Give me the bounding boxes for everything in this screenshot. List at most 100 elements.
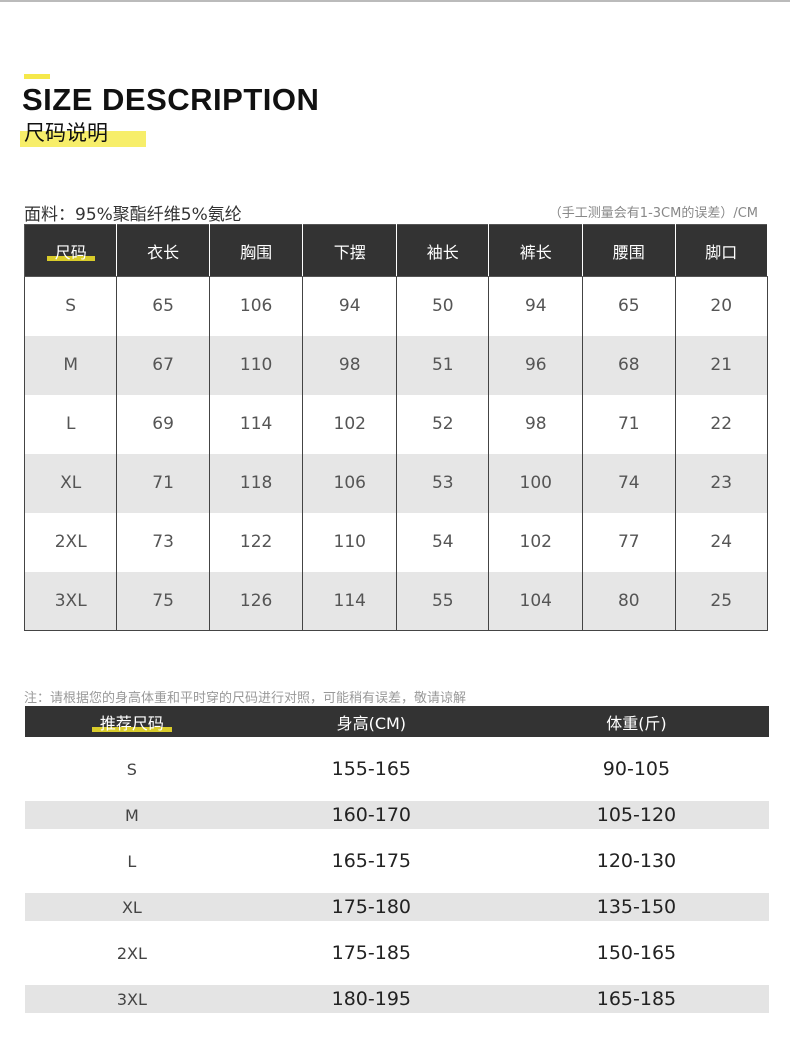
header-highlight: 尺码	[46, 239, 95, 263]
table-cell: 118	[208, 453, 303, 513]
table-cell: 80	[582, 571, 675, 631]
table-cell: 106	[302, 453, 397, 513]
top-divider	[0, 0, 790, 2]
title-cn: 尺码说明	[24, 121, 108, 145]
table-cell: 3XL	[23, 571, 117, 631]
table-row: XL 71 118 106 53 100 74 23	[23, 453, 768, 513]
column-header: 下摆	[302, 224, 398, 277]
table-row: S 65 106 94 50 94 65 20	[23, 276, 768, 336]
table-cell: 69	[116, 394, 210, 454]
table-cell: 52	[396, 394, 489, 454]
table-cell: 75	[116, 571, 210, 631]
table-cell: 71	[116, 453, 210, 513]
table-cell: 74	[582, 453, 675, 513]
table-cell: 94	[302, 276, 397, 336]
table-cell: 2XL	[23, 512, 117, 572]
column-header: 脚口	[674, 224, 768, 277]
table-row: S 155-165 90-105	[25, 737, 769, 801]
table-cell: 122	[208, 512, 303, 572]
table-row: 2XL 73 122 110 54 102 77 24	[23, 512, 768, 572]
table-cell: 23	[674, 453, 768, 513]
table-cell: 3XL	[25, 985, 239, 1013]
table-cell: 25	[674, 571, 768, 631]
header-label: 推荐尺码	[99, 713, 164, 733]
table-row: L 69 114 102 52 98 71 22	[23, 394, 768, 454]
table-row: 2XL 175-185 150-165	[25, 921, 769, 985]
table-cell: 160-170	[238, 801, 504, 829]
column-header: 尺码	[23, 224, 118, 277]
table-cell: L	[23, 394, 117, 454]
table-cell: S	[126, 759, 137, 779]
table-cell: 65	[116, 276, 210, 336]
table-cell: 54	[396, 512, 489, 572]
table-cell: 165-185	[503, 985, 769, 1013]
measure-note: （手工测量会有1-3CM的误差）/CM	[548, 206, 758, 221]
table-cell: 2XL	[116, 943, 147, 963]
column-header: 胸围	[208, 224, 304, 277]
table-cell: 135-150	[503, 893, 769, 921]
table-cell: 90-105	[602, 758, 671, 780]
column-header: 体重(斤)	[503, 706, 769, 737]
table-cell: 114	[208, 394, 303, 454]
table-cell: 105-120	[503, 801, 769, 829]
table-cell: 22	[674, 394, 768, 454]
table-cell: 65	[582, 276, 675, 336]
recommend-note: 注：请根据您的身高体重和平时穿的尺码进行对照，可能稍有误差，敬请谅解	[24, 691, 467, 706]
header-label: 尺码	[54, 242, 87, 262]
table-row: L 165-175 120-130	[25, 829, 769, 893]
table-cell: 96	[488, 335, 583, 395]
table-cell: 77	[582, 512, 675, 572]
table-cell: 120-130	[596, 850, 677, 872]
table-cell: 71	[582, 394, 675, 454]
column-header: 身高(CM)	[238, 706, 504, 737]
table-cell: 126	[208, 571, 303, 631]
header-highlight: 推荐尺码	[91, 710, 172, 734]
table-cell: 175-180	[238, 893, 504, 921]
table-cell: XL	[25, 893, 239, 921]
table-cell: 20	[674, 276, 768, 336]
table-cell: 102	[488, 512, 583, 572]
table-cell: 114	[302, 571, 397, 631]
table-cell: 51	[396, 335, 489, 395]
column-header: 裤长	[488, 224, 584, 277]
accent-bar	[24, 74, 50, 79]
table-cell: 165-175	[331, 850, 412, 872]
table-cell: 50	[396, 276, 489, 336]
table-row: 3XL 180-195 165-185	[25, 985, 769, 1013]
title-highlight	[20, 131, 146, 147]
table-cell: 73	[116, 512, 210, 572]
table-cell: 180-195	[238, 985, 504, 1013]
table-cell: M	[25, 801, 239, 829]
table-cell: XL	[23, 453, 117, 513]
table-cell: 53	[396, 453, 489, 513]
fabric-info: 面料：95%聚酯纤维5%氨纶	[24, 205, 242, 225]
table-cell: 155-165	[331, 758, 412, 780]
table-row: M 67 110 98 51 96 68 21	[23, 335, 768, 395]
table-cell: 98	[302, 335, 397, 395]
table-cell: 21	[674, 335, 768, 395]
table-cell: 24	[674, 512, 768, 572]
table-cell: S	[23, 276, 117, 336]
table-cell: 94	[488, 276, 583, 336]
column-header: 推荐尺码	[25, 706, 239, 737]
table-cell: 175-185	[331, 942, 412, 964]
title-en: SIZE DESCRIPTION	[22, 82, 320, 117]
table-cell: 100	[488, 453, 583, 513]
table-cell: 150-165	[596, 942, 677, 964]
table-cell: 55	[396, 571, 489, 631]
table-cell: 68	[582, 335, 675, 395]
size-table: 尺码 衣长 胸围 下摆 袖长 裤长 腰围 脚口 S 65 106 94 50 94 65 20 M 67 110 9…	[23, 224, 768, 631]
table-cell: M	[23, 335, 117, 395]
table-cell: L	[127, 851, 137, 871]
table-cell: 106	[208, 276, 303, 336]
table-row: XL 175-180 135-150	[25, 893, 769, 921]
table-row: 3XL 75 126 114 55 104 80 25	[23, 571, 768, 631]
table-cell: 98	[488, 394, 583, 454]
column-header: 袖长	[396, 224, 490, 277]
table-cell: 104	[488, 571, 583, 631]
table-cell: 110	[302, 512, 397, 572]
column-header: 腰围	[582, 224, 676, 277]
column-header: 衣长	[116, 224, 210, 277]
table-cell: 102	[302, 394, 397, 454]
table-cell: 110	[208, 335, 303, 395]
